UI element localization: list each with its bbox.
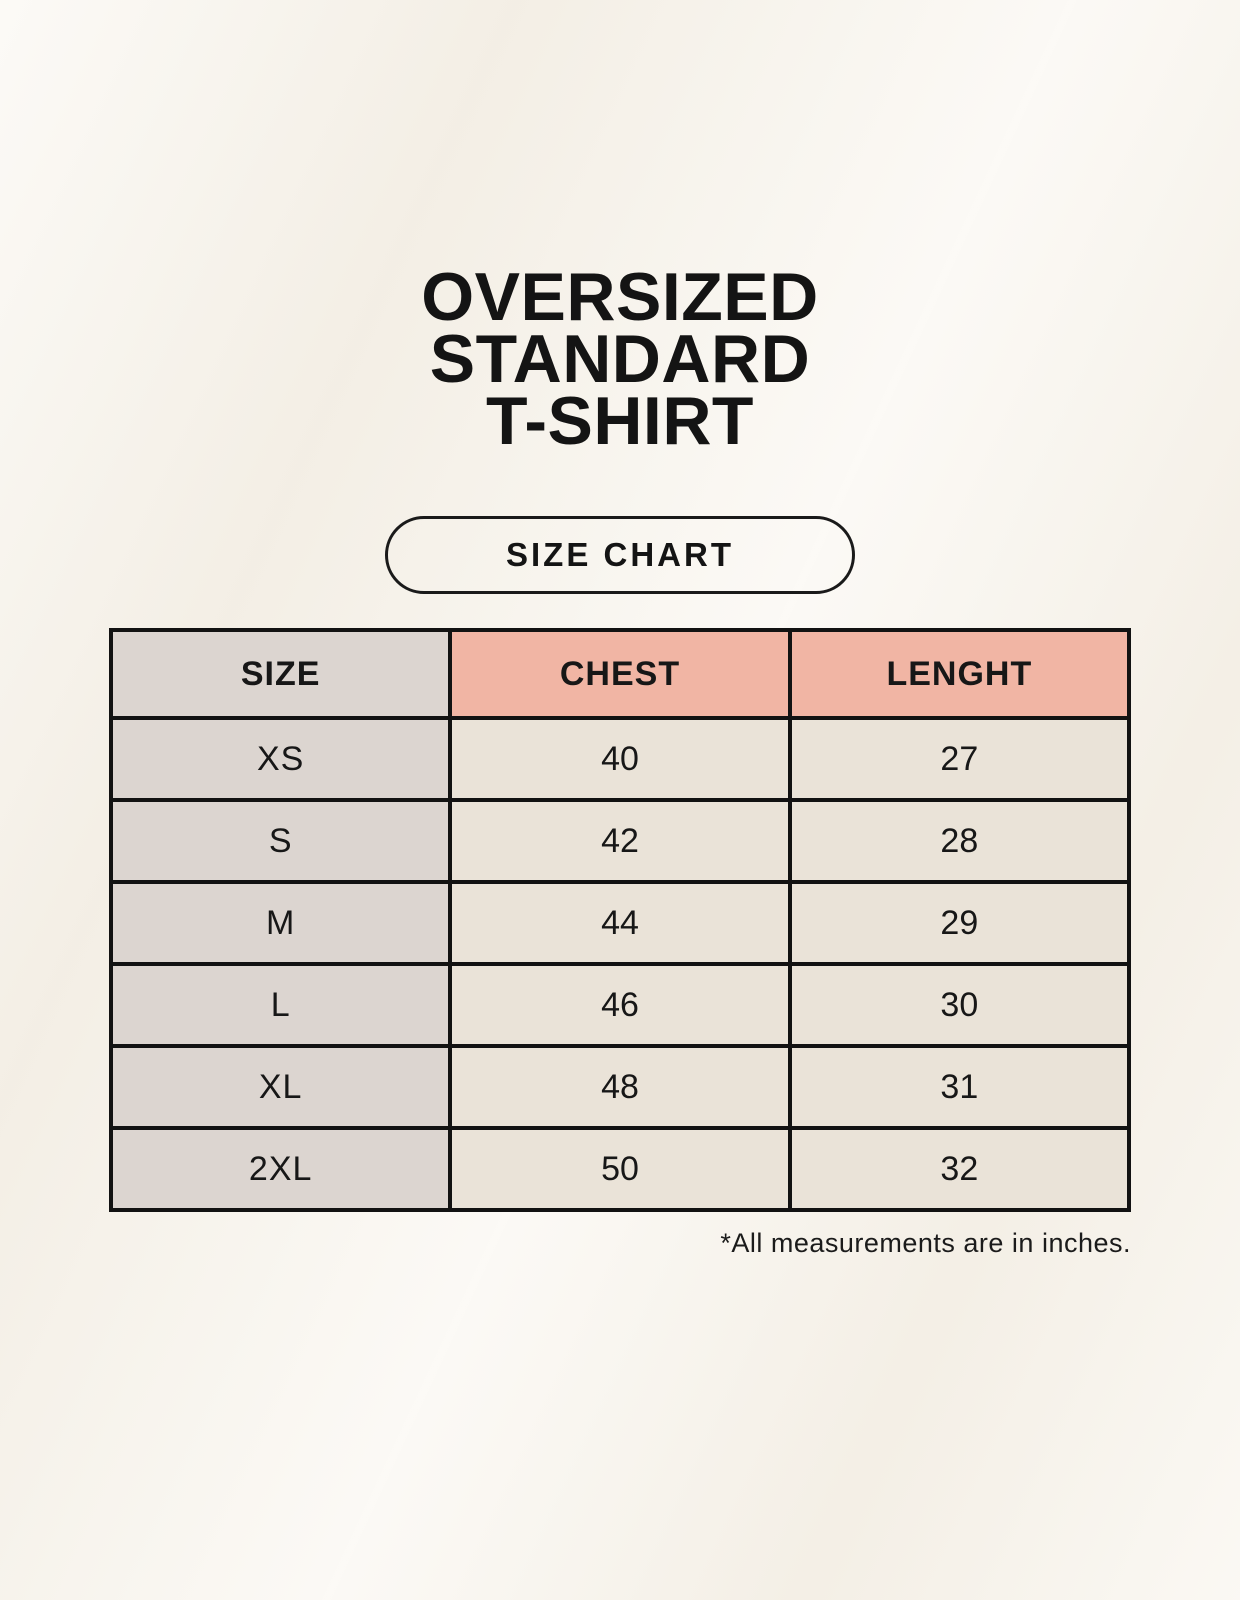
length-cell: 32	[787, 1126, 1132, 1212]
size-chart-table-body: XS 40 27 S 42 28 M 44 29 L 46 30 XL 48	[108, 716, 1132, 1212]
size-chart-table: SIZE CHEST LENGHT XS 40 27 S 42 28 M 44 …	[108, 628, 1132, 1212]
chest-cell: 42	[448, 798, 792, 884]
chest-cell: 48	[448, 1044, 792, 1130]
table-row: M 44 29	[108, 880, 1132, 966]
size-cell: S	[108, 798, 453, 884]
table-row: XL 48 31	[108, 1044, 1132, 1130]
size-chart-badge-container: SIZE CHART	[0, 516, 1240, 594]
chest-cell: 50	[448, 1126, 792, 1212]
size-chart-table-header: SIZE CHEST LENGHT	[108, 628, 1132, 720]
header-row: SIZE CHEST LENGHT	[108, 628, 1132, 720]
measurements-footnote: *All measurements are in inches.	[720, 1228, 1131, 1258]
table-row: 2XL 50 32	[108, 1126, 1132, 1212]
chest-cell: 46	[448, 962, 792, 1048]
size-chart-badge-label: SIZE CHART	[506, 536, 734, 573]
size-cell: 2XL	[108, 1126, 453, 1212]
column-header-length: LENGHT	[787, 628, 1132, 720]
chest-cell: 44	[448, 880, 792, 966]
page-title: OVERSIZED STANDARD T-SHIRT	[0, 0, 1240, 459]
length-cell: 27	[787, 716, 1132, 802]
size-cell: L	[108, 962, 453, 1048]
chest-cell: 40	[448, 716, 792, 802]
page-title-line-3: T-SHIRT	[486, 383, 754, 459]
length-cell: 28	[787, 798, 1132, 884]
table-row: L 46 30	[108, 962, 1132, 1048]
page-title-line-1: OVERSIZED	[421, 259, 819, 335]
column-header-size: SIZE	[108, 628, 453, 720]
column-header-chest: CHEST	[448, 628, 792, 720]
page-title-line-2: STANDARD	[429, 321, 811, 397]
length-cell: 31	[787, 1044, 1132, 1130]
size-cell: XS	[108, 716, 453, 802]
length-cell: 29	[787, 880, 1132, 966]
size-cell: XL	[108, 1044, 453, 1130]
length-cell: 30	[787, 962, 1132, 1048]
table-row: XS 40 27	[108, 716, 1132, 802]
size-cell: M	[108, 880, 453, 966]
size-chart-badge: SIZE CHART	[385, 516, 855, 594]
table-row: S 42 28	[108, 798, 1132, 884]
